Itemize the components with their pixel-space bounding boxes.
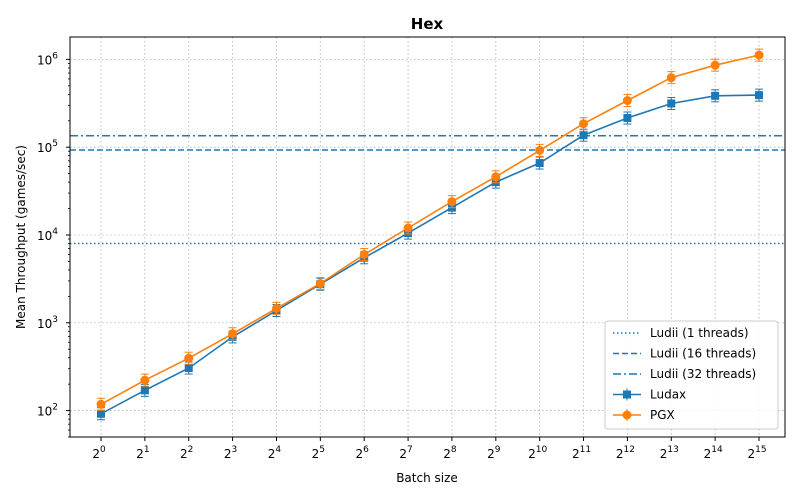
data-point: [579, 119, 589, 129]
data-point: [271, 303, 281, 313]
x-tick-label: 21: [136, 445, 149, 461]
legend-swatch-marker: [622, 410, 632, 420]
y-tick-label: 102: [37, 403, 58, 419]
data-point: [535, 159, 544, 168]
data-point: [755, 91, 763, 100]
data-point: [447, 197, 457, 207]
x-tick-label: 25: [312, 445, 325, 461]
x-tick-label: 24: [268, 445, 282, 461]
x-tick-label: 211: [572, 445, 591, 461]
x-tick-label: 29: [487, 445, 501, 461]
y-tick-label: 105: [37, 139, 58, 155]
data-point: [579, 131, 588, 140]
x-tick-label: 26: [356, 445, 370, 461]
legend: Ludii (1 threads) Ludii (16 threads) Ludii…: [604, 320, 779, 430]
series-line: [100, 54, 760, 406]
data-point: [140, 375, 150, 385]
data-point: [667, 99, 676, 108]
data-point: [623, 114, 632, 123]
chart-title: Hex: [411, 15, 444, 33]
x-tick-label: 215: [747, 445, 766, 461]
data-point: [710, 60, 720, 70]
y-tick-label: 106: [37, 51, 58, 67]
axes-frame: [69, 36, 786, 438]
data-point: [535, 145, 545, 155]
legend-box: [604, 320, 779, 430]
y-tick-label: 103: [37, 315, 58, 331]
data-point: [97, 409, 105, 418]
data-point: [666, 73, 676, 83]
y-axis-label: Mean Throughput (games/sec): [14, 145, 28, 329]
data-point: [711, 91, 720, 100]
x-tick-label: 213: [660, 445, 679, 461]
x-tick-label: 20: [92, 445, 106, 461]
x-tick-label: 27: [399, 445, 412, 461]
data-point: [359, 249, 369, 259]
legend-label: Ludii (16 threads): [650, 347, 756, 361]
x-axis-label: Batch size: [396, 471, 458, 485]
x-tick-label: 214: [704, 445, 723, 461]
data-point: [491, 172, 501, 182]
data-point: [184, 364, 193, 373]
data-point: [184, 353, 194, 363]
x-tick-label: 210: [528, 445, 547, 461]
data-point: [228, 329, 238, 339]
plot-area: 20 21 22 23 24 25 26 27 28 29 210 211 212 213 214 215 10…: [37, 36, 786, 461]
data-point: [403, 223, 413, 233]
data-point: [754, 50, 764, 60]
legend-label: Ludax: [650, 388, 686, 402]
y-tick-label: 104: [37, 227, 58, 243]
data-point: [96, 399, 106, 409]
legend-label: Ludii (1 threads): [650, 326, 749, 340]
legend-label: Ludii (32 threads): [650, 367, 756, 381]
data-point: [622, 96, 632, 106]
series-line: [100, 94, 760, 415]
legend-swatch-marker: [623, 390, 631, 399]
legend-label: PGX: [650, 408, 675, 422]
data-point: [315, 279, 325, 289]
data-point: [140, 386, 149, 395]
x-tick-label: 212: [616, 445, 635, 461]
x-tick-label: 23: [224, 445, 237, 461]
x-tick-label: 28: [443, 445, 457, 461]
x-tick-label: 22: [180, 445, 193, 461]
